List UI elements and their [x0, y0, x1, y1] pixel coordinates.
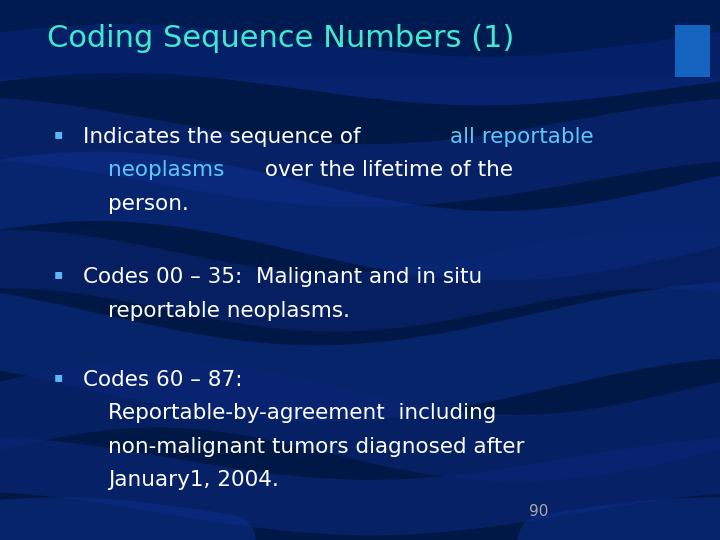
Text: non-malignant tumors diagnosed after: non-malignant tumors diagnosed after — [108, 437, 524, 457]
Text: ▪: ▪ — [54, 370, 63, 384]
FancyBboxPatch shape — [675, 25, 710, 77]
Text: Coding Sequence Numbers (1): Coding Sequence Numbers (1) — [47, 24, 514, 53]
Text: person.: person. — [108, 194, 189, 214]
Text: all reportable: all reportable — [450, 127, 593, 147]
Bar — [0, 0, 720, 78]
Text: Indicates the sequence of: Indicates the sequence of — [83, 127, 367, 147]
Text: reportable neoplasms.: reportable neoplasms. — [108, 301, 350, 321]
Text: January1, 2004.: January1, 2004. — [108, 470, 279, 490]
Text: 90: 90 — [529, 504, 549, 519]
Text: ▪: ▪ — [54, 127, 63, 141]
Text: Codes 60 – 87:: Codes 60 – 87: — [83, 370, 243, 390]
Text: neoplasms: neoplasms — [108, 160, 225, 180]
Text: ▪: ▪ — [54, 267, 63, 281]
Text: Codes 00 – 35:  Malignant and in situ: Codes 00 – 35: Malignant and in situ — [83, 267, 482, 287]
Text: over the lifetime of the: over the lifetime of the — [258, 160, 513, 180]
Text: Reportable-by-agreement  including: Reportable-by-agreement including — [108, 403, 496, 423]
